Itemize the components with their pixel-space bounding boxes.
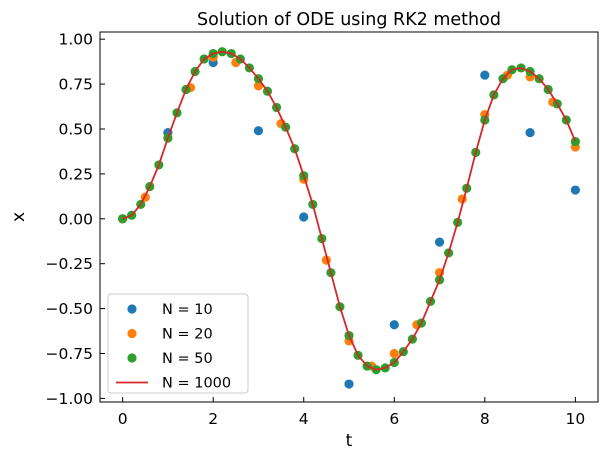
- y-tick-label: 0.50: [58, 120, 93, 138]
- data-point-n-10: [434, 237, 445, 247]
- legend-label: N = 20: [162, 327, 213, 343]
- data-point-n-50: [118, 214, 128, 224]
- y-tick-label: −0.50: [46, 300, 94, 318]
- legend-label: N = 1000: [162, 376, 231, 392]
- legend: N = 10 N = 20 N = 50 N = 1000: [107, 293, 249, 394]
- y-tick-label: 0.25: [58, 165, 93, 183]
- y-tick-label: −1.00: [46, 390, 94, 408]
- data-point-n-10: [253, 126, 264, 136]
- chart-title: Solution of ODE using RK2 method: [197, 10, 501, 30]
- series-layer: [118, 47, 580, 389]
- series-n-10: [118, 57, 580, 389]
- y-tick-label: −0.75: [46, 345, 94, 363]
- data-point-n-50: [570, 136, 580, 147]
- legend-entries: N = 10 N = 20 N = 50 N = 1000: [116, 302, 231, 392]
- legend-swatch: [127, 353, 137, 363]
- legend-label: N = 50: [162, 351, 213, 367]
- data-point-n-20: [389, 348, 399, 359]
- y-tick-label: 0.00: [58, 210, 93, 228]
- series-line-n-1000: [122, 50, 577, 371]
- x-tick-label: 6: [389, 410, 399, 428]
- y-tick-label: 1.00: [58, 31, 93, 49]
- data-point-n-10: [480, 70, 490, 80]
- data-point-n-20: [253, 81, 264, 91]
- plot-area: [99, 31, 599, 403]
- x-tick-label: 0: [118, 410, 128, 428]
- legend-swatch: [127, 304, 137, 314]
- x-tick-label: 10: [565, 410, 585, 428]
- legend-frame: [107, 293, 249, 394]
- legend-entry-n-1000: N = 1000: [116, 376, 231, 392]
- data-point-n-10: [389, 320, 399, 330]
- x-tick-label: 4: [299, 410, 309, 428]
- x-axis-label: t: [346, 431, 353, 451]
- y-axis-label: x: [9, 212, 29, 222]
- x-tick-label: 2: [208, 410, 218, 428]
- legend-swatch: [127, 328, 137, 339]
- x-axis: 0 2 4 6 8 10: [118, 397, 585, 428]
- y-tick-label: −0.25: [46, 255, 94, 273]
- y-axis: −1.00 −0.75 −0.50 −0.25 0.00 0.25 0.50 0.75 1.00: [46, 31, 105, 408]
- data-point-n-10: [570, 185, 580, 195]
- data-point-n-10: [299, 212, 309, 222]
- x-tick-label: 8: [480, 410, 490, 428]
- legend-entry-n-10: N = 10: [127, 302, 213, 318]
- data-point-n-10: [344, 379, 354, 389]
- legend-entry-n-20: N = 20: [127, 327, 213, 343]
- legend-entry-n-50: N = 50: [127, 351, 213, 367]
- y-tick-label: 0.75: [58, 76, 93, 94]
- data-point-n-10: [525, 127, 535, 138]
- legend-label: N = 10: [162, 302, 213, 318]
- plot-frame: [99, 31, 599, 403]
